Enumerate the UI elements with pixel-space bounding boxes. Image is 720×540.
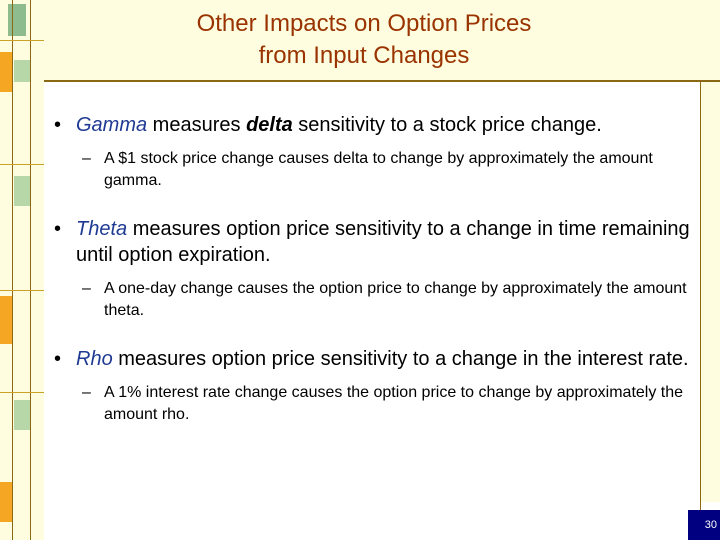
decorative-right-bar: [700, 82, 720, 502]
slide-content: • Gamma measures delta sensitivity to a …: [52, 112, 692, 426]
bullet-text: measures option price sensitivity to a c…: [76, 218, 690, 266]
decor-line: [0, 164, 44, 165]
page-number: 30: [688, 510, 720, 540]
sub-bullet-text: A one-day change causes the option price…: [104, 280, 687, 319]
decor-line: [0, 392, 44, 393]
decor-block-orange-3: [0, 482, 12, 522]
term-gamma: Gamma: [76, 114, 148, 136]
sub-bullet-dash: –: [82, 384, 91, 401]
decor-block-green-3: [14, 176, 30, 206]
bullet-gamma: • Gamma measures delta sensitivity to a …: [52, 112, 692, 138]
bullet-text: measures: [147, 114, 247, 136]
decor-line: [30, 0, 31, 540]
sub-bullet-dash: –: [82, 150, 91, 167]
decor-block-orange-1: [0, 52, 12, 92]
bullet-rho: • Rho measures option price sensitivity …: [52, 346, 692, 372]
bullet-text: sensitivity to a stock price change.: [292, 114, 602, 136]
sub-bullet-theta: – A one-day change causes the option pri…: [52, 278, 692, 322]
bullet-text: measures option price sensitivity to a c…: [112, 348, 689, 370]
decor-line: [0, 40, 44, 41]
slide-title: Other Impacts on Option Prices from Inpu…: [44, 8, 684, 72]
sub-bullet-text: A 1% interest rate change causes the opt…: [104, 384, 684, 423]
sub-bullet-dash: –: [82, 280, 91, 297]
bullet-dot: •: [54, 114, 62, 136]
title-line-2: from Input Changes: [258, 42, 470, 69]
bullet-dot: •: [54, 218, 62, 240]
title-line-1: Other Impacts on Option Prices: [196, 10, 532, 37]
bullet-dot: •: [54, 348, 62, 370]
term-delta: delta: [246, 114, 293, 136]
bullet-theta: • Theta measures option price sensitivit…: [52, 216, 692, 268]
decor-block-green-4: [14, 400, 30, 430]
sub-bullet-rho: – A 1% interest rate change causes the o…: [52, 382, 692, 426]
decor-line: [12, 0, 13, 540]
term-theta: Theta: [76, 218, 128, 240]
term-rho: Rho: [76, 348, 113, 370]
decor-line: [700, 82, 701, 540]
sub-bullet-gamma: – A $1 stock price change causes delta t…: [52, 148, 692, 192]
sub-bullet-text: A $1 stock price change causes delta to …: [104, 150, 653, 189]
decor-block-green-2: [14, 60, 30, 82]
decor-block-orange-2: [0, 296, 12, 344]
title-divider: [44, 80, 720, 82]
decor-line: [0, 290, 44, 291]
decor-block-green-top: [8, 4, 26, 36]
title-band: [44, 0, 720, 80]
